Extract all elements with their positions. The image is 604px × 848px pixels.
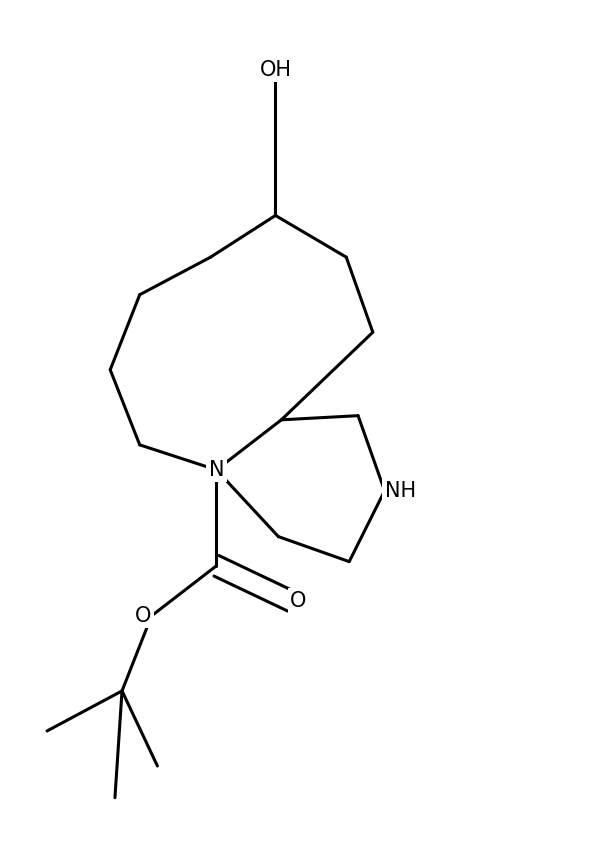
Text: O: O <box>290 591 307 611</box>
Text: OH: OH <box>260 59 292 80</box>
Text: N: N <box>209 460 224 480</box>
Text: O: O <box>135 605 152 626</box>
Text: NH: NH <box>385 481 416 500</box>
